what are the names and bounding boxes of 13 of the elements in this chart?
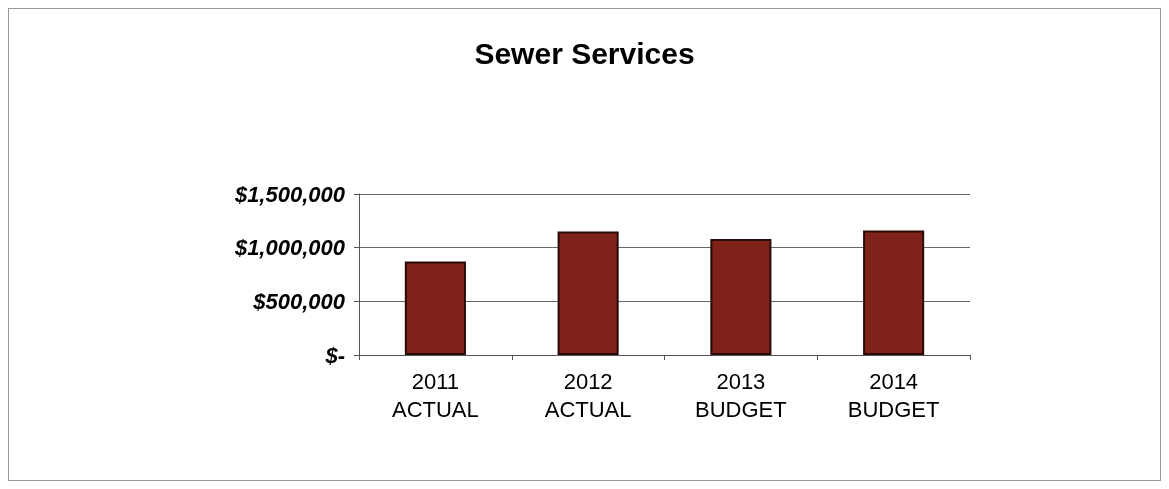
bar [404,261,466,355]
chart-title: Sewer Services [474,36,695,70]
bar [710,239,772,355]
x-tick-label: 2012 ACTUAL [544,368,632,422]
y-tick-label: $- [324,342,345,368]
y-tick-label: $1,000,000 [233,235,346,261]
bar [863,230,925,355]
bar [557,231,619,355]
y-tick-label: $1,500,000 [233,181,346,207]
x-tick-label: 2011 ACTUAL [391,368,479,422]
x-tick-label: 2014 BUDGET [847,368,940,422]
y-tick-label: $500,000 [252,288,346,314]
x-tick-label: 2013 BUDGET [695,368,787,422]
